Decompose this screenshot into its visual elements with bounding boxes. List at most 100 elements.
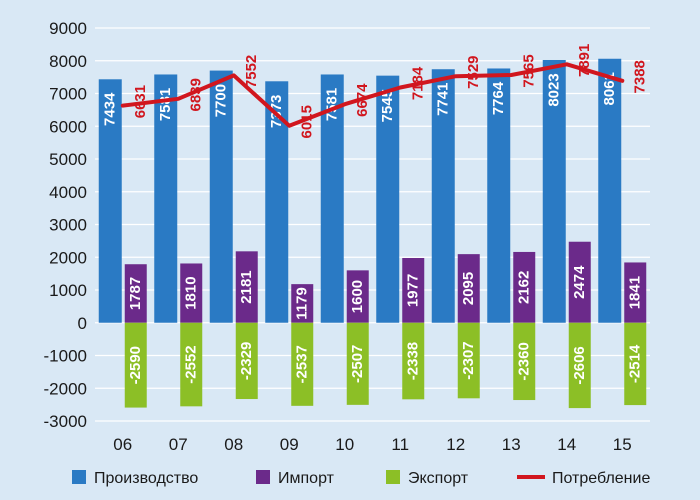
x-tick-label: 11 bbox=[391, 435, 409, 454]
production-bar bbox=[98, 79, 122, 323]
consumption-value-label: 7565 bbox=[521, 54, 538, 87]
consumption-value-label: 7891 bbox=[576, 44, 593, 77]
production-value-label: 7581 bbox=[157, 88, 174, 121]
x-axis-ticks: 06 07 08 09 10 11 12 13 14 15 bbox=[113, 435, 631, 454]
import-value-label: 1179 bbox=[294, 287, 311, 320]
consumption-value-label: 6015 bbox=[299, 105, 316, 138]
x-tick-label: 12 bbox=[446, 435, 465, 454]
import-bar bbox=[624, 262, 647, 323]
production-bar bbox=[320, 74, 344, 323]
y-tick-label: 8000 bbox=[49, 52, 87, 71]
export-value-label: -2514 bbox=[627, 344, 644, 383]
export-bar bbox=[124, 322, 147, 408]
import-value-label: 2474 bbox=[571, 265, 588, 299]
export-bar bbox=[235, 322, 258, 400]
import-bar bbox=[180, 263, 203, 323]
y-tick-label: -2000 bbox=[44, 379, 87, 398]
production-value-label: 7434 bbox=[102, 92, 119, 126]
y-tick-label: 9000 bbox=[49, 19, 87, 38]
production-bar bbox=[265, 81, 289, 323]
import-value-label: 2095 bbox=[460, 272, 477, 305]
export-bar bbox=[457, 322, 480, 399]
export-bar bbox=[180, 322, 203, 407]
production-bar bbox=[487, 68, 511, 323]
y-tick-label: 7000 bbox=[49, 85, 87, 104]
legend-label-import: Импорт bbox=[278, 470, 335, 487]
bars bbox=[98, 58, 647, 409]
export-bar bbox=[291, 322, 314, 406]
export-value-label: -2329 bbox=[238, 342, 255, 380]
y-tick-label: -1000 bbox=[44, 347, 87, 366]
production-value-label: 8023 bbox=[546, 73, 563, 106]
legend-label-export: Экспорт bbox=[408, 470, 469, 487]
import-bar bbox=[513, 251, 536, 323]
production-value-label: 7581 bbox=[324, 88, 341, 121]
export-value-label: -2537 bbox=[294, 345, 311, 383]
y-axis-ticks: 9000 8000 7000 6000 5000 4000 3000 2000 1000 0 -10… bbox=[44, 19, 87, 431]
production-bar bbox=[209, 70, 233, 323]
import-bar bbox=[568, 241, 591, 323]
x-tick-label: 09 bbox=[280, 435, 299, 454]
y-tick-label: 3000 bbox=[49, 216, 87, 235]
import-value-label: 2162 bbox=[516, 271, 533, 304]
legend: Производство Импорт Экспорт Потребление bbox=[72, 470, 650, 487]
y-tick-label: 1000 bbox=[49, 281, 87, 300]
y-tick-label: 0 bbox=[78, 314, 87, 333]
import-value-label: 1810 bbox=[183, 276, 200, 309]
export-bar bbox=[624, 322, 647, 406]
production-bar bbox=[431, 69, 455, 323]
legend-label-consumption: Потребление bbox=[552, 470, 650, 487]
consumption-value-label: 7529 bbox=[465, 55, 482, 88]
import-value-label: 2181 bbox=[238, 270, 255, 303]
x-tick-label: 13 bbox=[502, 435, 521, 454]
export-value-label: -2606 bbox=[571, 346, 588, 384]
export-value-label: -2360 bbox=[516, 342, 533, 380]
import-bar bbox=[291, 284, 314, 323]
production-value-label: 7764 bbox=[490, 81, 507, 115]
import-bar bbox=[457, 254, 480, 323]
production-value-label: 7741 bbox=[435, 83, 452, 116]
export-bar bbox=[402, 322, 425, 400]
y-tick-label: -3000 bbox=[44, 412, 87, 431]
import-bar bbox=[346, 270, 369, 323]
y-tick-label: 5000 bbox=[49, 150, 87, 169]
consumption-line bbox=[120, 62, 625, 128]
export-value-label: -2338 bbox=[405, 342, 422, 380]
legend-swatch-production bbox=[72, 470, 86, 484]
production-bar bbox=[154, 74, 178, 323]
legend-label-production: Производство bbox=[94, 470, 198, 487]
x-tick-label: 10 bbox=[335, 435, 354, 454]
y-tick-label: 2000 bbox=[49, 248, 87, 267]
import-bar bbox=[402, 258, 425, 323]
import-value-label: 1600 bbox=[349, 280, 366, 313]
consumption-value-label: 6839 bbox=[188, 78, 205, 111]
consumption-labels: 6631 6839 7552 6015 6674 7184 7529 7565 7891 7388 bbox=[132, 44, 649, 139]
consumption-value-label: 7184 bbox=[410, 66, 427, 100]
production-bar bbox=[542, 59, 566, 323]
y-tick-label: 4000 bbox=[49, 183, 87, 202]
x-tick-label: 06 bbox=[113, 435, 132, 454]
consumption-value-label: 7388 bbox=[632, 60, 649, 93]
x-tick-label: 07 bbox=[169, 435, 188, 454]
production-bar bbox=[598, 58, 622, 323]
legend-swatch-import bbox=[256, 470, 270, 484]
production-bar bbox=[376, 75, 400, 323]
legend-swatch-export bbox=[386, 470, 400, 484]
export-bar bbox=[346, 322, 369, 405]
y-tick-label: 6000 bbox=[49, 117, 87, 136]
export-value-label: -2307 bbox=[460, 341, 477, 379]
export-value-label: -2590 bbox=[127, 346, 144, 384]
consumption-value-label: 6674 bbox=[354, 83, 371, 117]
export-value-label: -2552 bbox=[183, 345, 200, 383]
x-tick-label: 08 bbox=[224, 435, 243, 454]
consumption-value-label: 6631 bbox=[132, 85, 149, 118]
x-tick-label: 15 bbox=[613, 435, 632, 454]
production-value-label: 7700 bbox=[213, 84, 230, 117]
consumption-line-group bbox=[120, 62, 625, 128]
export-bar bbox=[513, 322, 536, 401]
export-value-label: -2507 bbox=[349, 345, 366, 383]
export-bar bbox=[568, 322, 591, 409]
import-bar bbox=[124, 264, 147, 323]
import-value-label: 1977 bbox=[405, 274, 422, 307]
